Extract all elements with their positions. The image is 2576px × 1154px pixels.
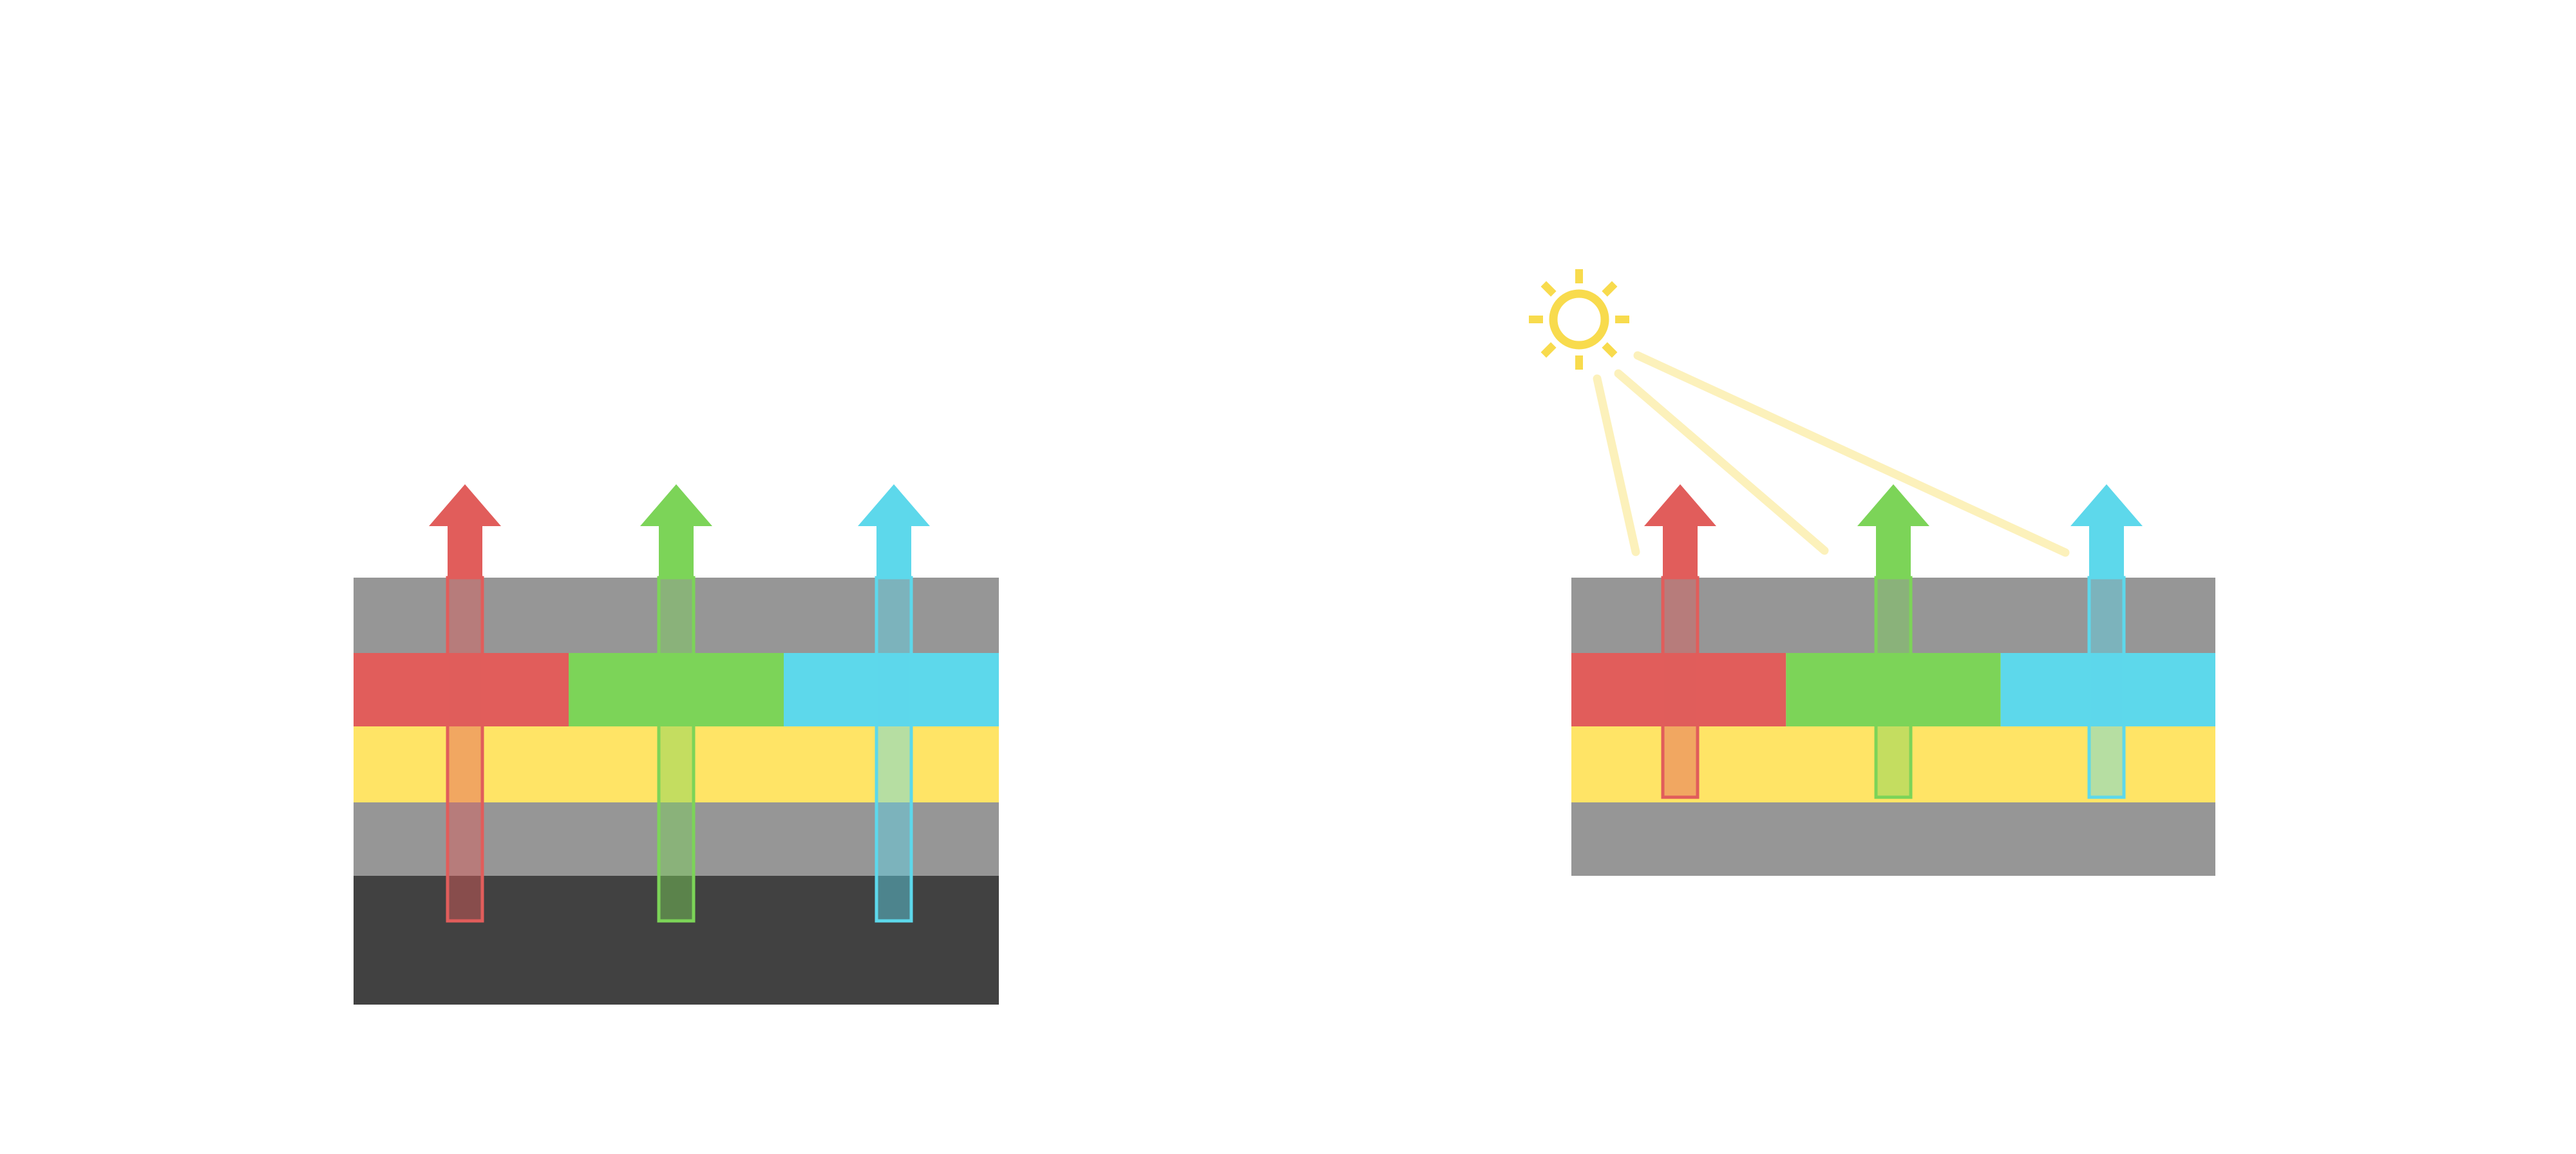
right-red-arrow-shaft	[1661, 576, 1700, 799]
right-blue-subpixel	[2000, 653, 2215, 726]
sun-beam-2	[1614, 369, 1829, 555]
right-yellow-layer	[1571, 726, 2215, 802]
right-cyan-arrow-shaft	[2087, 576, 2126, 799]
sun-ring	[1549, 289, 1609, 350]
sun-ray	[1602, 281, 1618, 297]
right-stack	[1571, 578, 2215, 876]
right-cyan-arrow-head	[2070, 484, 2143, 578]
sun-icon	[1529, 269, 1629, 370]
right-lower-gray-layer	[1571, 802, 2215, 876]
sun-ray	[1540, 342, 1557, 358]
left-lower-gray-layer	[354, 802, 999, 876]
left-green-arrow-head	[640, 484, 712, 578]
right-green-arrow-head	[1857, 484, 1929, 578]
right-red-arrow-head	[1644, 484, 1716, 578]
left-light-arrows	[429, 484, 930, 923]
sun-ray	[1602, 342, 1618, 358]
left-cyan-arrow-shaft	[875, 576, 913, 923]
left-red-arrow-head	[429, 484, 501, 578]
left-red-arrow-shaft	[446, 576, 484, 923]
left-blue-subpixel	[784, 653, 999, 726]
right-red-subpixel	[1571, 653, 1786, 726]
right-green-arrow-shaft	[1874, 576, 1913, 799]
left-cyan-arrow-head	[858, 484, 930, 578]
left-green-arrow-shaft	[657, 576, 696, 923]
sun-beam-3	[1633, 351, 2070, 557]
left-yellow-layer	[354, 726, 999, 802]
left-green-subpixel	[569, 653, 784, 726]
sun-ray	[1540, 281, 1557, 297]
left-top-gray-layer	[354, 578, 999, 653]
right-top-gray-layer	[1571, 578, 2215, 653]
left-backlight-layer	[354, 876, 999, 1005]
sunlight-beams	[1593, 351, 2070, 557]
left-stack	[354, 578, 999, 1005]
sun-beam-1	[1593, 374, 1640, 556]
right-light-arrows	[1644, 484, 2143, 799]
right-green-subpixel	[1786, 653, 2001, 726]
left-red-subpixel	[354, 653, 569, 726]
